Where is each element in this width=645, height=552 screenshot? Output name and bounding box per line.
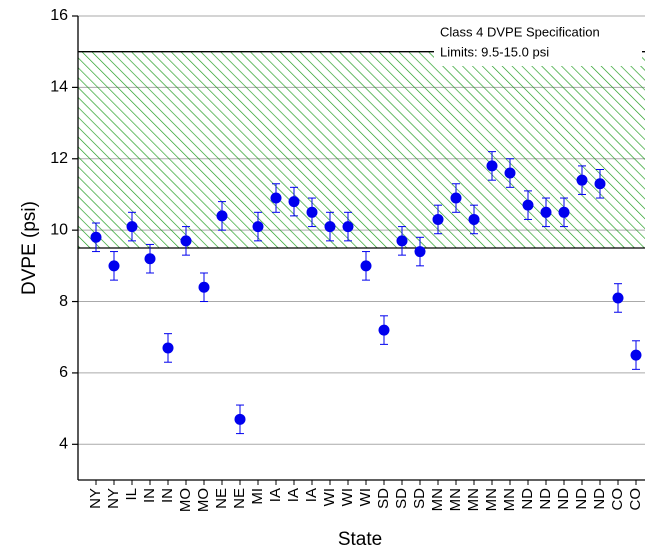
- data-point: [450, 192, 462, 204]
- spec-band: [78, 51, 645, 248]
- data-point: [90, 231, 102, 243]
- x-tick-label: MO: [195, 488, 212, 512]
- x-tick-label: ND: [537, 488, 554, 510]
- x-tick-label: ND: [591, 488, 608, 510]
- x-tick-label: ND: [555, 488, 572, 510]
- data-point: [306, 206, 318, 218]
- x-tick-label: NY: [87, 488, 104, 509]
- x-tick-label: NE: [213, 488, 230, 509]
- data-point: [558, 206, 570, 218]
- y-tick-label: 6: [59, 364, 68, 381]
- x-tick-label: ND: [573, 488, 590, 510]
- y-tick-label: 4: [59, 436, 68, 453]
- x-tick-label: MN: [483, 488, 500, 511]
- data-point: [612, 292, 624, 304]
- data-point: [540, 206, 552, 218]
- data-point: [486, 160, 498, 172]
- data-point: [252, 221, 264, 233]
- data-point: [504, 167, 516, 179]
- data-point: [396, 235, 408, 247]
- x-tick-label: NY: [105, 488, 122, 509]
- data-point: [198, 281, 210, 293]
- x-tick-label: IA: [267, 488, 284, 502]
- data-point: [234, 413, 246, 425]
- data-point: [288, 196, 300, 208]
- y-tick-label: 8: [59, 293, 68, 310]
- x-tick-label: MN: [465, 488, 482, 511]
- data-point: [594, 178, 606, 190]
- x-tick-label: WI: [321, 488, 338, 506]
- data-point: [180, 235, 192, 247]
- x-tick-label: WI: [339, 488, 356, 506]
- data-point: [126, 221, 138, 233]
- x-tick-label: IN: [159, 488, 176, 503]
- y-tick-label: 16: [50, 7, 68, 24]
- annotation: Class 4 DVPE Specification: [440, 24, 600, 39]
- x-tick-label: MN: [447, 488, 464, 511]
- data-point: [270, 192, 282, 204]
- data-point: [378, 324, 390, 336]
- data-point: [576, 174, 588, 186]
- y-tick-label: 10: [50, 221, 68, 238]
- data-point: [630, 349, 642, 361]
- x-tick-label: IL: [123, 488, 140, 501]
- x-tick-label: IN: [141, 488, 158, 503]
- x-tick-label: IA: [285, 488, 302, 502]
- x-tick-label: SD: [393, 488, 410, 509]
- data-point: [144, 253, 156, 265]
- x-axis-label: State: [338, 529, 382, 550]
- x-tick-label: MO: [177, 488, 194, 512]
- x-tick-label: MN: [429, 488, 446, 511]
- data-point: [324, 221, 336, 233]
- data-point: [414, 246, 426, 258]
- x-tick-label: WI: [357, 488, 374, 506]
- annotation-box: [434, 20, 642, 66]
- y-tick-label: 12: [50, 150, 68, 167]
- data-point: [468, 213, 480, 225]
- data-point: [432, 213, 444, 225]
- x-tick-label: MN: [501, 488, 518, 511]
- y-axis-label: DVPE (psi): [19, 201, 40, 295]
- x-tick-label: CO: [609, 488, 626, 511]
- data-point: [216, 210, 228, 222]
- x-tick-label: IA: [303, 488, 320, 502]
- x-tick-label: CO: [627, 488, 644, 511]
- x-tick-label: SD: [411, 488, 428, 509]
- data-point: [342, 221, 354, 233]
- x-tick-label: SD: [375, 488, 392, 509]
- data-point: [108, 260, 120, 272]
- annotation: Limits: 9.5-15.0 psi: [440, 44, 549, 59]
- x-tick-label: ND: [519, 488, 536, 510]
- x-tick-label: MI: [249, 488, 266, 505]
- data-point: [360, 260, 372, 272]
- x-tick-label: NE: [231, 488, 248, 509]
- data-point: [522, 199, 534, 211]
- y-tick-label: 14: [50, 79, 68, 96]
- data-point: [162, 342, 174, 354]
